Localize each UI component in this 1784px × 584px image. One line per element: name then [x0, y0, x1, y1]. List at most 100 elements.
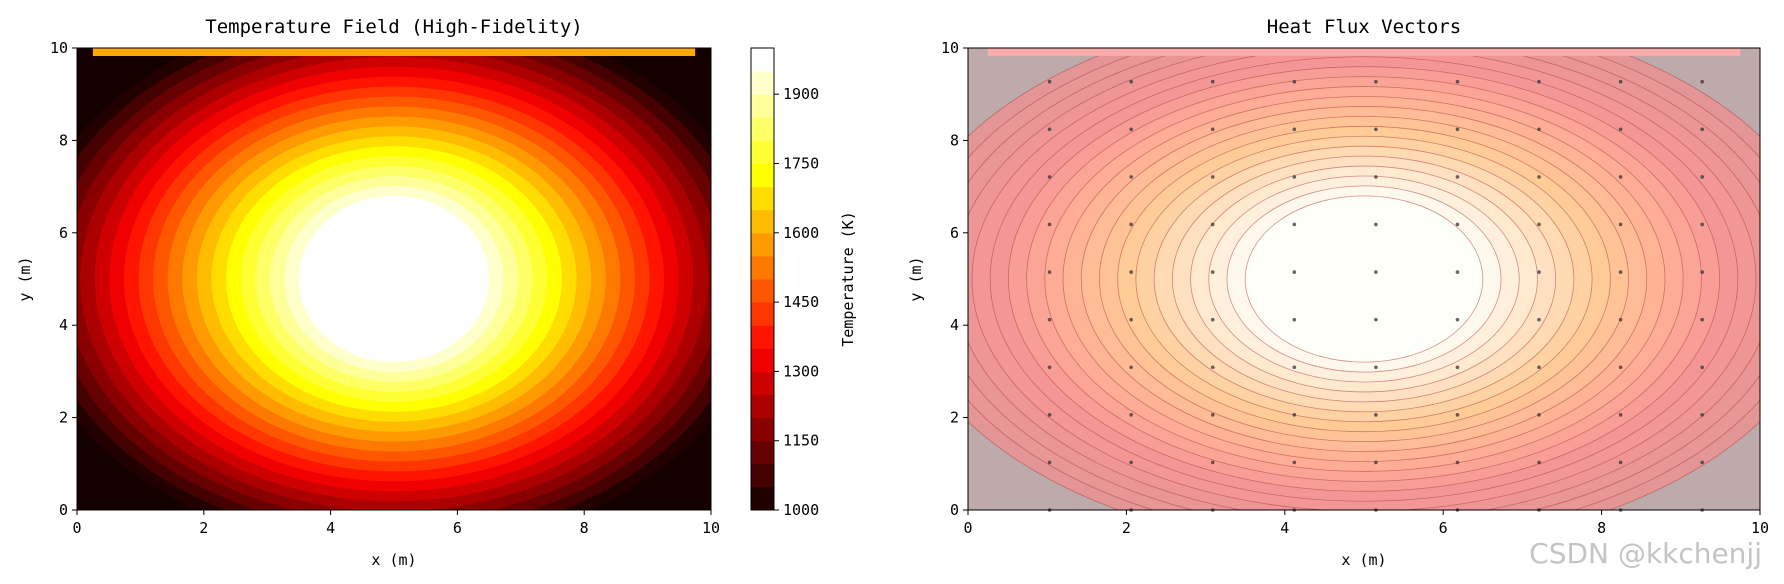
flux-vector	[1047, 365, 1052, 370]
flux-vector	[1210, 413, 1215, 417]
flux-vector	[1129, 175, 1133, 179]
x-tick-label: 0	[963, 519, 972, 537]
flux-vector	[1210, 270, 1215, 274]
temperature-xlabel: x (m)	[371, 551, 416, 569]
heat-flux-axes-frame	[967, 47, 1761, 511]
flux-vector	[1210, 222, 1215, 227]
flux-vector	[1374, 127, 1378, 132]
contour-band	[298, 195, 490, 363]
heat-flux-axes-ticks: 0 2 4 6 8 10 0 2 4 6 8 10	[941, 39, 1769, 537]
flux-vector	[1537, 175, 1541, 179]
flux-vector	[1129, 222, 1133, 227]
flux-vector	[1537, 270, 1541, 274]
flux-vector	[1618, 222, 1623, 227]
y-tick-label: 2	[950, 409, 959, 427]
flux-vector	[1047, 317, 1052, 322]
flux-vector	[1047, 222, 1052, 227]
colorbar-label: Temperature (K)	[839, 211, 857, 346]
y-tick-label: 4	[950, 316, 959, 334]
colorbar-band	[751, 348, 774, 372]
colorbar-band	[751, 186, 774, 211]
heat-flux-title: Heat Flux Vectors	[1267, 16, 1461, 38]
x-tick-label: 10	[1751, 519, 1769, 537]
watermark: CSDN @kkchenjj	[1529, 537, 1762, 570]
colorbar-tick-label: 1750	[783, 155, 819, 173]
colorbar: 1000 1150 1300 1450 1600 1750 1900 Temperature…	[750, 47, 857, 519]
flux-vector	[1374, 365, 1378, 370]
x-tick-label: 2	[1122, 519, 1131, 537]
colorbar-tick-label: 1600	[783, 224, 819, 242]
flux-vector	[1129, 413, 1133, 417]
top-edge-band	[92, 48, 696, 56]
x-tick-label: 4	[326, 519, 335, 537]
flux-vector	[1618, 413, 1623, 417]
flux-vector	[1700, 460, 1704, 465]
flux-vector	[1537, 317, 1541, 322]
flux-vector	[1618, 175, 1623, 179]
flux-vector	[1374, 460, 1378, 465]
colorbar-band	[751, 417, 774, 442]
temperature-contour-field	[77, 48, 711, 510]
heat-flux-xlabel: x (m)	[1341, 551, 1386, 569]
flux-vector	[1455, 460, 1460, 465]
x-tick-label: 4	[1280, 519, 1289, 537]
heat-flux-panel: Heat Flux Vectors 0 2 4 6 8 10 0 2 4 6 8 10 x (m) y…	[907, 16, 1769, 569]
colorbar-band	[751, 48, 774, 72]
x-tick-label: 6	[1439, 519, 1448, 537]
flux-vector	[1700, 127, 1704, 132]
x-tick-label: 0	[72, 519, 81, 537]
temperature-title: Temperature Field (High-Fidelity)	[205, 16, 583, 38]
y-tick-label: 10	[50, 39, 68, 57]
flux-vector	[1374, 317, 1378, 322]
flux-vector	[1129, 365, 1133, 370]
flux-vector	[1129, 460, 1133, 465]
flux-vector	[1455, 317, 1460, 322]
flux-vector	[1047, 460, 1052, 465]
colorbar-band	[751, 94, 774, 118]
flux-vector	[1455, 413, 1460, 417]
flux-vector	[1210, 175, 1215, 179]
y-tick-label: 4	[59, 316, 68, 334]
colorbar-band	[751, 371, 774, 395]
flux-vector	[1292, 365, 1297, 370]
flux-vector	[1129, 79, 1133, 84]
heat-flux-vectors	[1047, 79, 1704, 512]
flux-vector	[1129, 317, 1133, 322]
flux-vector	[1047, 79, 1052, 84]
x-tick-label: 2	[199, 519, 208, 537]
flux-vector	[1618, 79, 1623, 84]
colorbar-bands	[751, 48, 774, 511]
flux-vector	[1537, 365, 1541, 370]
flux-vector	[1292, 175, 1297, 179]
heat-flux-contour-field	[968, 48, 1760, 510]
flux-vector	[1700, 365, 1704, 370]
flux-vector	[1537, 460, 1541, 465]
flux-vector	[1047, 413, 1052, 417]
flux-vector	[1374, 270, 1378, 274]
heat-flux-ylabel: y (m)	[907, 256, 925, 301]
colorbar-band	[751, 117, 774, 141]
colorbar-frame	[750, 47, 775, 511]
flux-vector	[1618, 127, 1623, 132]
y-tick-label: 0	[950, 501, 959, 519]
flux-vector	[1618, 317, 1623, 322]
flux-vector	[1210, 79, 1215, 84]
flux-vector	[1292, 127, 1297, 132]
flux-vector	[1292, 317, 1297, 322]
flux-vector	[1374, 413, 1378, 417]
flux-vector	[1455, 365, 1460, 370]
temperature-panel: Temperature Field (High-Fidelity) 0 2 4 6 8 1…	[16, 16, 720, 569]
y-tick-label: 10	[941, 39, 959, 57]
flux-vector	[1618, 460, 1623, 465]
flux-vector	[1047, 175, 1052, 179]
temperature-axes-frame	[76, 47, 712, 511]
colorbar-band	[751, 232, 774, 257]
colorbar-band	[751, 463, 774, 488]
flux-vector	[1537, 79, 1541, 84]
flux-vector	[1455, 270, 1460, 274]
y-tick-label: 6	[59, 224, 68, 242]
flux-vector	[1455, 175, 1460, 179]
flux-vector	[1292, 460, 1297, 465]
flux-vector	[1210, 460, 1215, 465]
